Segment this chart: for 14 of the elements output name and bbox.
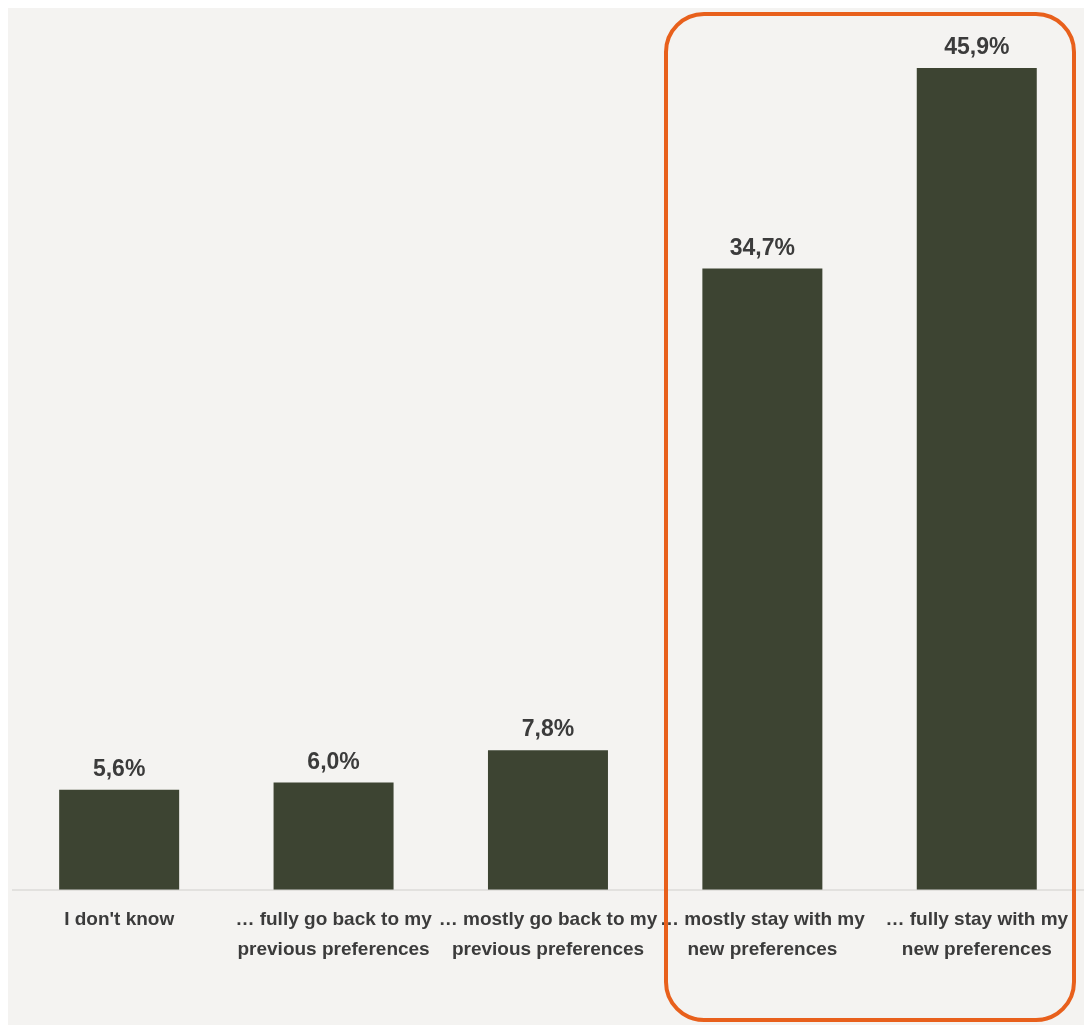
bar (487, 750, 608, 890)
x-tick-label: … mostly go back to my previous preferences (438, 908, 658, 960)
bar (273, 782, 394, 890)
bar (702, 268, 823, 890)
data-label: 6,0% (307, 747, 360, 774)
x-tick-label: … fully stay with my new preferences (885, 908, 1069, 960)
x-tick-label: … fully go back to my previous preferences (235, 908, 433, 960)
data-label: 7,8% (521, 715, 575, 742)
bar (916, 68, 1037, 890)
bar (59, 789, 180, 890)
data-label: 5,6% (92, 754, 146, 781)
x-tick-label: I don't know (64, 908, 175, 930)
data-label: 34,7% (729, 233, 795, 260)
data-label: 45,9% (944, 33, 1010, 59)
